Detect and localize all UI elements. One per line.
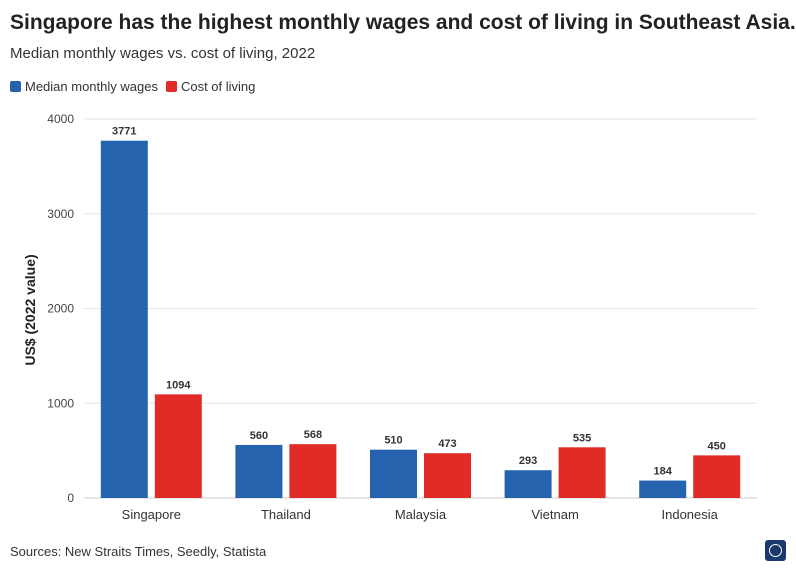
bar-cost-singapore [154, 394, 202, 498]
y-axis-title: US$ (2022 value) [22, 254, 38, 365]
bar-wages-indonesia [639, 480, 687, 498]
y-tick-label: 3000 [47, 207, 74, 221]
legend-label-wages: Median monthly wages [25, 79, 158, 94]
data-label: 184 [654, 466, 673, 478]
bar-cost-thailand [289, 444, 337, 498]
data-label: 473 [438, 438, 456, 450]
data-label: 3771 [112, 126, 136, 138]
bar-wages-singapore [100, 140, 148, 498]
x-tick-label: Indonesia [662, 507, 719, 522]
logo-emblem [769, 544, 782, 557]
y-tick-label: 1000 [47, 396, 74, 410]
bar-chart: 0 1000 2000 3000 4000 US$ (2022 value) 3771 109… [22, 112, 757, 522]
bar-wages-malaysia [370, 449, 417, 498]
publisher-logo-icon[interactable] [765, 540, 786, 561]
x-tick-label: Vietnam [531, 507, 578, 522]
data-label: 560 [250, 430, 268, 442]
data-label: 293 [519, 455, 537, 467]
source-note: Sources: New Straits Times, Seedly, Stat… [10, 544, 267, 559]
legend-item-cost[interactable]: Cost of living [165, 79, 256, 94]
chart-title: Singapore has the highest monthly wages … [10, 11, 796, 34]
data-label: 535 [573, 432, 591, 444]
chart-subtitle: Median monthly wages vs. cost of living,… [10, 45, 316, 62]
bar-wages-thailand [235, 444, 283, 498]
bar-wages-vietnam [504, 470, 552, 498]
legend-swatch-wages [10, 81, 21, 92]
x-tick-label: Malaysia [395, 507, 447, 522]
legend-swatch-cost [165, 81, 177, 92]
y-tick-label: 2000 [47, 302, 74, 316]
data-label: 1094 [166, 379, 191, 391]
y-tick-label: 0 [67, 491, 74, 505]
bar-cost-vietnam [558, 447, 606, 498]
legend: Median monthly wages Cost of living [10, 79, 263, 94]
legend-label-cost: Cost of living [180, 79, 256, 94]
legend-item-wages[interactable]: Median monthly wages [10, 79, 158, 94]
data-label: 450 [708, 440, 726, 452]
x-tick-label: Thailand [261, 507, 311, 522]
data-label: 568 [304, 429, 322, 441]
x-tick-label: Singapore [122, 507, 181, 522]
bar-cost-indonesia [693, 455, 741, 498]
data-label: 510 [384, 435, 402, 447]
y-tick-label: 4000 [47, 112, 74, 126]
bar-cost-malaysia [424, 453, 471, 498]
